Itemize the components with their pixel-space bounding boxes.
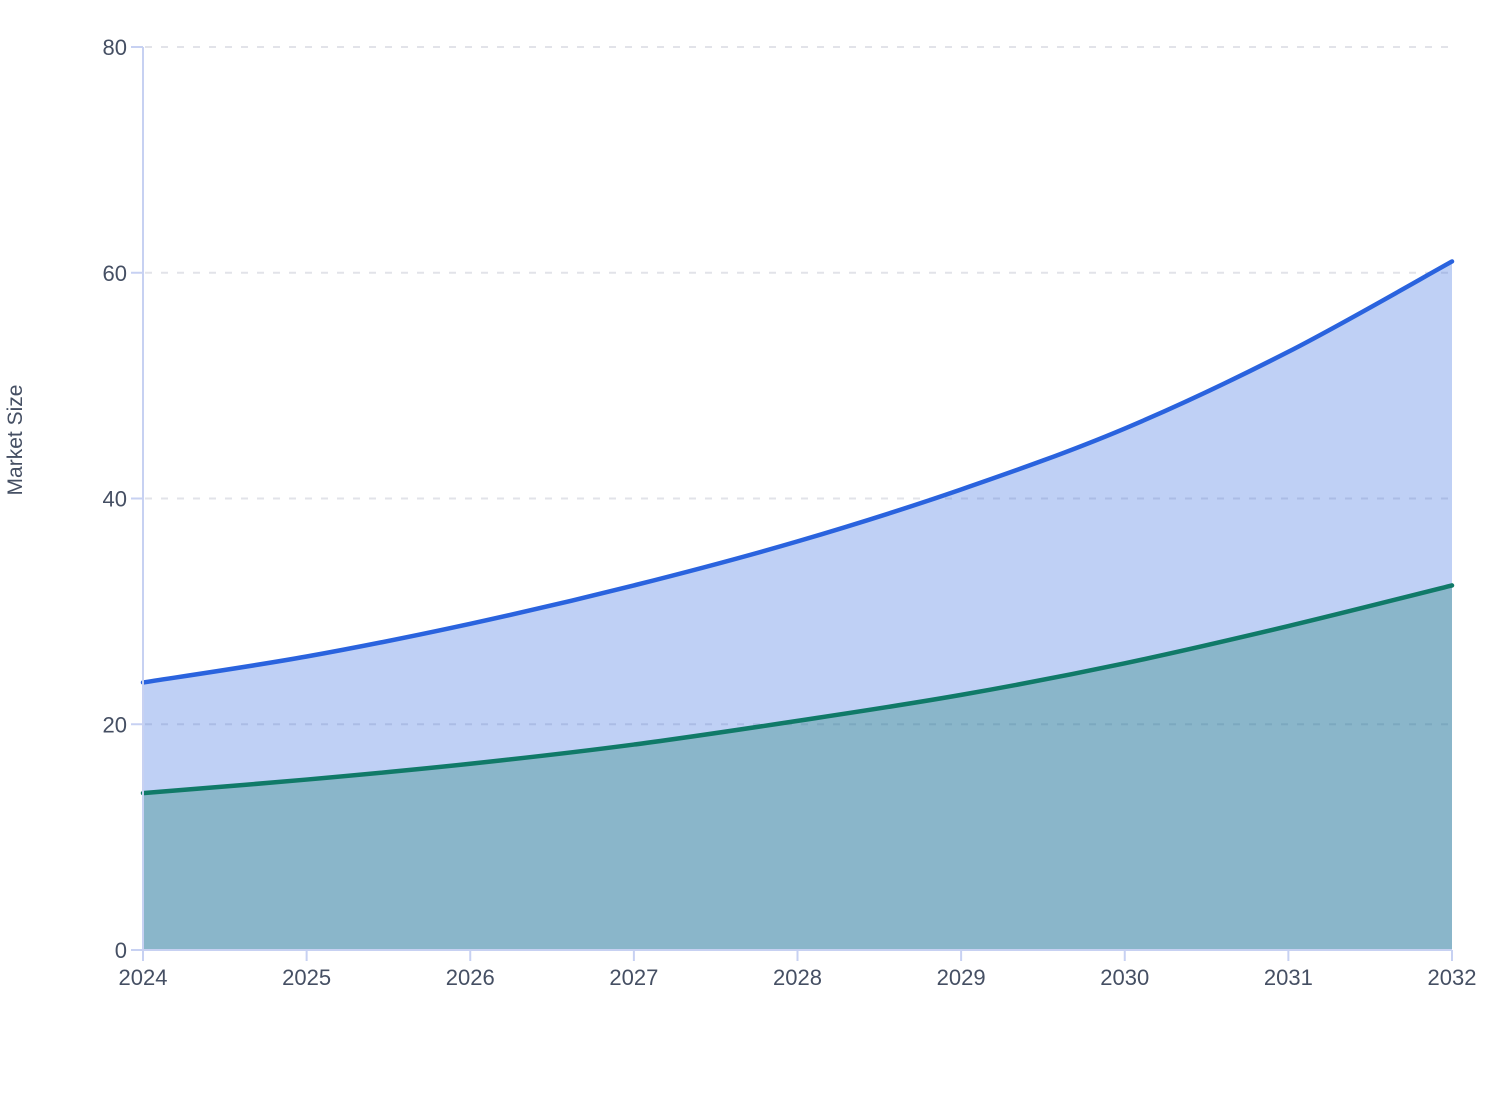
lower-series-area	[143, 585, 1452, 950]
x-tick-label-2026: 2026	[446, 965, 495, 990]
y-tick-label-40: 40	[103, 487, 127, 512]
y-axis-tick-labels: 0 20 40 60 80	[103, 35, 127, 963]
y-tick-label-60: 60	[103, 261, 127, 286]
lower-series-line	[140, 583, 1455, 796]
y-tick-label-0: 0	[115, 938, 127, 963]
x-tick-label-2030: 2030	[1100, 965, 1149, 990]
axis-tick-marks	[131, 46, 1453, 961]
x-tick-label-2025: 2025	[282, 965, 331, 990]
y-axis-title: Market Size	[4, 385, 27, 496]
y-tick-label-20: 20	[103, 712, 127, 737]
gridlines	[145, 46, 1452, 726]
x-tick-label-2031: 2031	[1264, 965, 1313, 990]
y-tick-label-80: 80	[103, 35, 127, 60]
upper-series-area	[143, 261, 1452, 950]
x-tick-label-2024: 2024	[119, 965, 168, 990]
x-tick-label-2029: 2029	[937, 965, 986, 990]
upper-series-line	[140, 259, 1455, 685]
x-tick-label-2032: 2032	[1428, 965, 1477, 990]
x-axis-tick-labels: 2024 2025 2026 2027 2028 2029 2030 2031 …	[119, 965, 1477, 990]
x-tick-label-2027: 2027	[609, 965, 658, 990]
x-tick-label-2028: 2028	[773, 965, 822, 990]
